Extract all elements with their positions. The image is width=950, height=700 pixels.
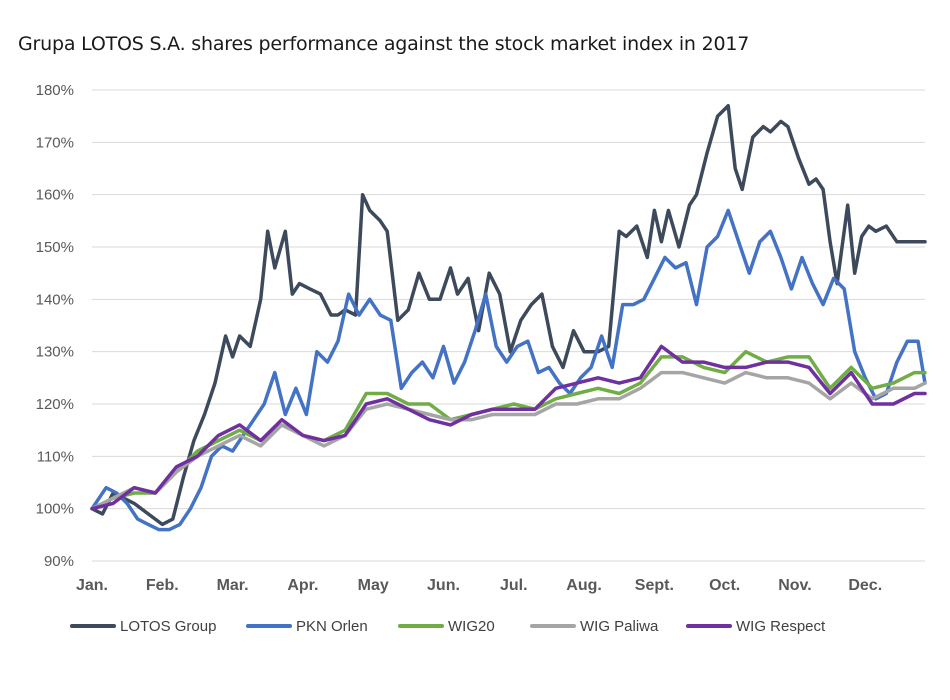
y-tick-label: 130%: [36, 344, 74, 361]
y-axis-ticks: 90% 100% 110% 120% 130% 140% 150% 160% 170% 180%: [36, 82, 74, 570]
y-tick-label: 140%: [36, 291, 74, 308]
y-tick-label: 120%: [36, 396, 74, 413]
x-tick-label: Dec.: [848, 577, 882, 594]
y-tick-label: 90%: [44, 553, 74, 570]
series-lines: [90, 103, 927, 532]
x-tick-label: Jun.: [427, 577, 460, 594]
legend-label: WIG Paliwa: [580, 618, 659, 635]
x-tick-label: Jul.: [500, 577, 528, 594]
x-tick-label: Mar.: [217, 577, 249, 594]
x-tick-label: May: [358, 577, 389, 594]
y-tick-label: 110%: [37, 448, 74, 465]
x-tick-label: Aug.: [566, 577, 602, 594]
legend-label: WIG Respect: [736, 618, 826, 635]
y-tick-label: 170%: [36, 134, 74, 151]
x-tick-label: Oct.: [709, 577, 740, 594]
legend: LOTOS Group PKN Orlen WIG20 WIG Paliwa WIG R…: [70, 618, 826, 635]
x-tick-label: Apr.: [287, 577, 318, 594]
x-tick-label: Sept.: [635, 577, 674, 594]
series-line: [90, 208, 927, 532]
legend-label: WIG20: [448, 618, 495, 635]
series-line: [90, 370, 927, 511]
y-tick-label: 100%: [36, 501, 74, 518]
chart-title: Grupa LOTOS S.A. shares performance agai…: [18, 33, 750, 55]
series-line: [90, 103, 927, 527]
legend-label: PKN Orlen: [296, 618, 368, 635]
x-axis-ticks: Jan. Feb. Mar. Apr. May Jun. Jul. Aug. Sept. Oct.…: [76, 577, 882, 594]
series-line: [90, 349, 927, 511]
y-tick-label: 180%: [36, 82, 74, 99]
x-tick-label: Feb.: [146, 577, 179, 594]
legend-label: LOTOS Group: [120, 618, 216, 635]
x-tick-label: Jan.: [76, 577, 108, 594]
y-tick-label: 160%: [36, 187, 74, 204]
x-tick-label: Nov.: [778, 577, 811, 594]
series-line: [90, 344, 927, 511]
y-tick-label: 150%: [36, 239, 74, 256]
